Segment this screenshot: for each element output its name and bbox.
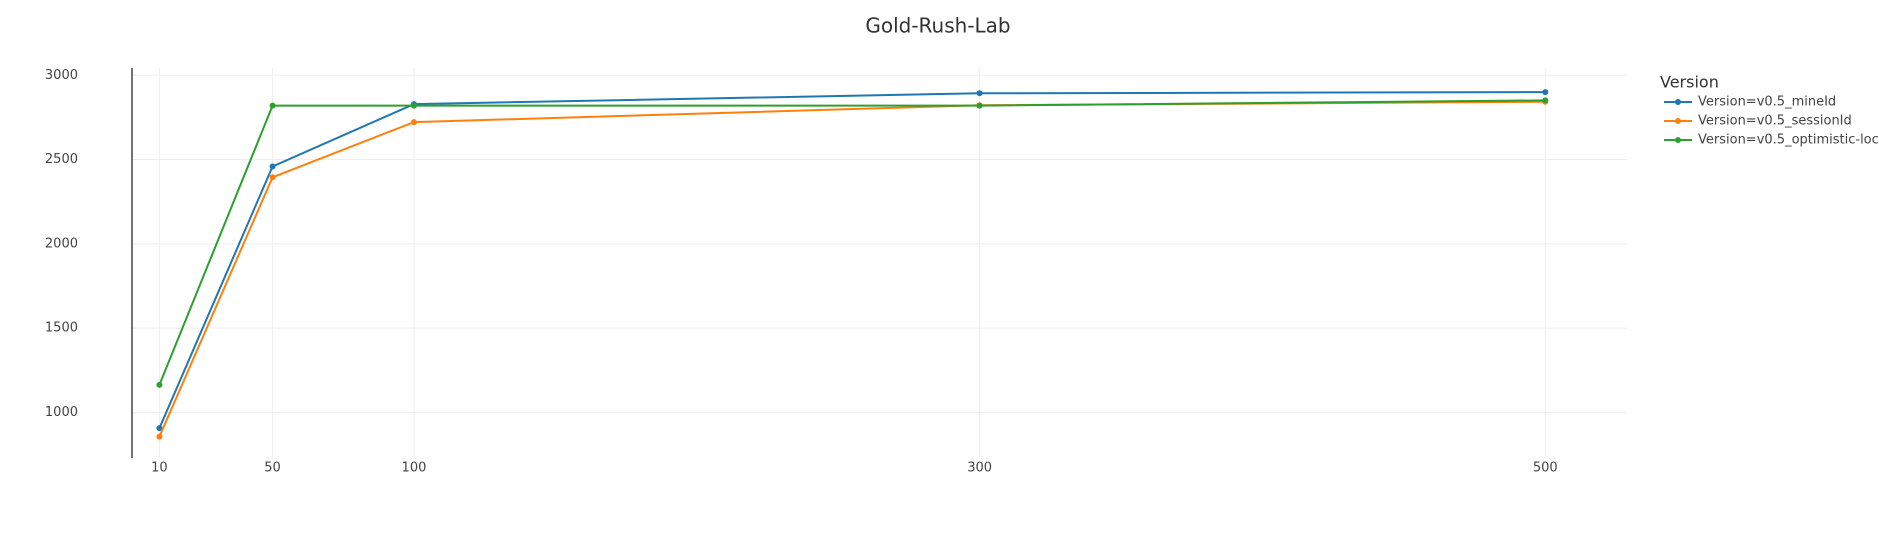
y-tick-label: 3000 bbox=[45, 68, 78, 83]
data-point bbox=[410, 102, 417, 109]
legend-label: Version=v0.5_optimistic-lock bbox=[1698, 133, 1879, 148]
data-point bbox=[156, 381, 163, 388]
y-tick-label: 1500 bbox=[45, 321, 78, 336]
data-point bbox=[269, 174, 276, 181]
data-point bbox=[156, 433, 163, 440]
legend-marker bbox=[1675, 118, 1681, 124]
legend-label: Version=v0.5_sessionId bbox=[1698, 114, 1852, 129]
legend-title: Version bbox=[1660, 73, 1719, 92]
series-line bbox=[158, 100, 1546, 437]
x-tick-label: 300 bbox=[967, 461, 992, 476]
series-line bbox=[158, 99, 1546, 386]
x-tick-label: 500 bbox=[1533, 461, 1558, 476]
data-point bbox=[976, 90, 983, 97]
x-tick-label: 10 bbox=[151, 461, 168, 476]
legend-marker bbox=[1675, 99, 1681, 105]
data-point bbox=[156, 425, 163, 432]
data-point bbox=[269, 102, 276, 109]
y-tick-label: 2000 bbox=[45, 236, 78, 251]
y-tick-label: 2500 bbox=[45, 152, 78, 167]
x-tick-label: 100 bbox=[402, 461, 427, 476]
legend-marker bbox=[1675, 137, 1681, 143]
data-point bbox=[976, 102, 983, 109]
chart-title: Gold-Rush-Lab bbox=[865, 14, 1010, 38]
x-tick-label: 50 bbox=[264, 461, 281, 476]
data-point bbox=[410, 119, 417, 126]
data-point bbox=[1542, 89, 1549, 96]
data-point bbox=[1542, 97, 1549, 104]
series-line bbox=[158, 91, 1546, 429]
data-point bbox=[269, 163, 276, 170]
legend-label: Version=v0.5_mineId bbox=[1698, 95, 1836, 110]
y-tick-label: 1000 bbox=[45, 405, 78, 420]
